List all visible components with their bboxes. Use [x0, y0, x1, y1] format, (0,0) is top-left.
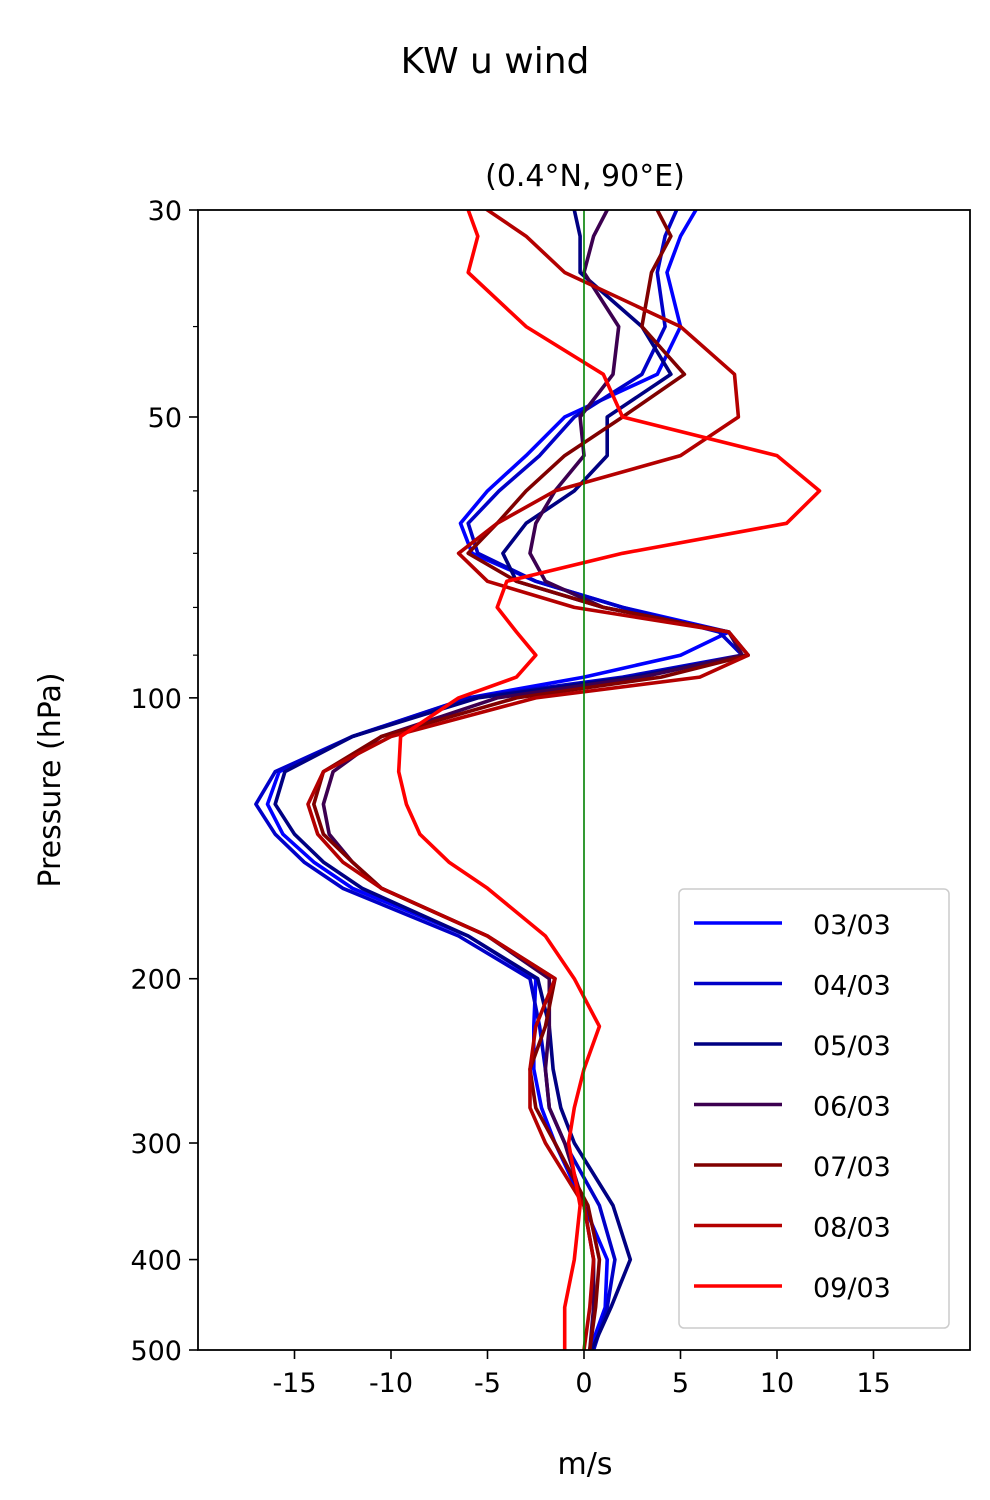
- y-tick-label: 400: [130, 1246, 182, 1277]
- legend-label: 08/03: [813, 1213, 891, 1244]
- x-tick-label: 5: [672, 1368, 689, 1399]
- x-tick-label: 10: [760, 1368, 794, 1399]
- x-tick-label: -5: [474, 1368, 501, 1399]
- series-line: [312, 210, 750, 1350]
- y-tick-label: 200: [130, 965, 182, 996]
- series-line: [396, 210, 822, 1350]
- y-tick-label: 500: [130, 1336, 182, 1367]
- x-tick-label: 15: [856, 1368, 890, 1399]
- y-tick-label: 100: [130, 684, 182, 715]
- y-axis-label: Pressure (hPa): [33, 672, 68, 887]
- legend-label: 03/03: [813, 910, 891, 941]
- series-line: [306, 210, 750, 1350]
- legend-label: 04/03: [813, 971, 891, 1002]
- chart-title: (0.4°N, 90°E): [485, 159, 685, 194]
- legend-label: 05/03: [813, 1031, 891, 1062]
- legend-label: 09/03: [813, 1273, 891, 1304]
- y-tick-label: 50: [148, 403, 182, 434]
- y-axis: 30 50 100 200 300 400 500: [130, 196, 198, 1367]
- legend-frame: [678, 888, 950, 1329]
- legend-label: 07/03: [813, 1152, 891, 1183]
- figure-suptitle: KW u wind: [401, 41, 590, 82]
- y-tick-label: 30: [148, 196, 182, 227]
- y-tick-label: 300: [130, 1129, 182, 1160]
- x-axis: -15 -10 -5 0 5 10 15: [272, 1350, 891, 1399]
- series-line: [321, 210, 745, 1350]
- x-tick-label: 0: [575, 1368, 592, 1399]
- x-tick-label: -15: [272, 1368, 316, 1399]
- x-tick-label: -10: [369, 1368, 413, 1399]
- legend: 03/03 04/03 05/03 06/03 07/03 08/03 09/03: [678, 888, 950, 1329]
- x-axis-label: m/s: [558, 1447, 613, 1482]
- legend-label: 06/03: [813, 1092, 891, 1123]
- series-layer: [254, 210, 822, 1350]
- series-line: [273, 210, 750, 1350]
